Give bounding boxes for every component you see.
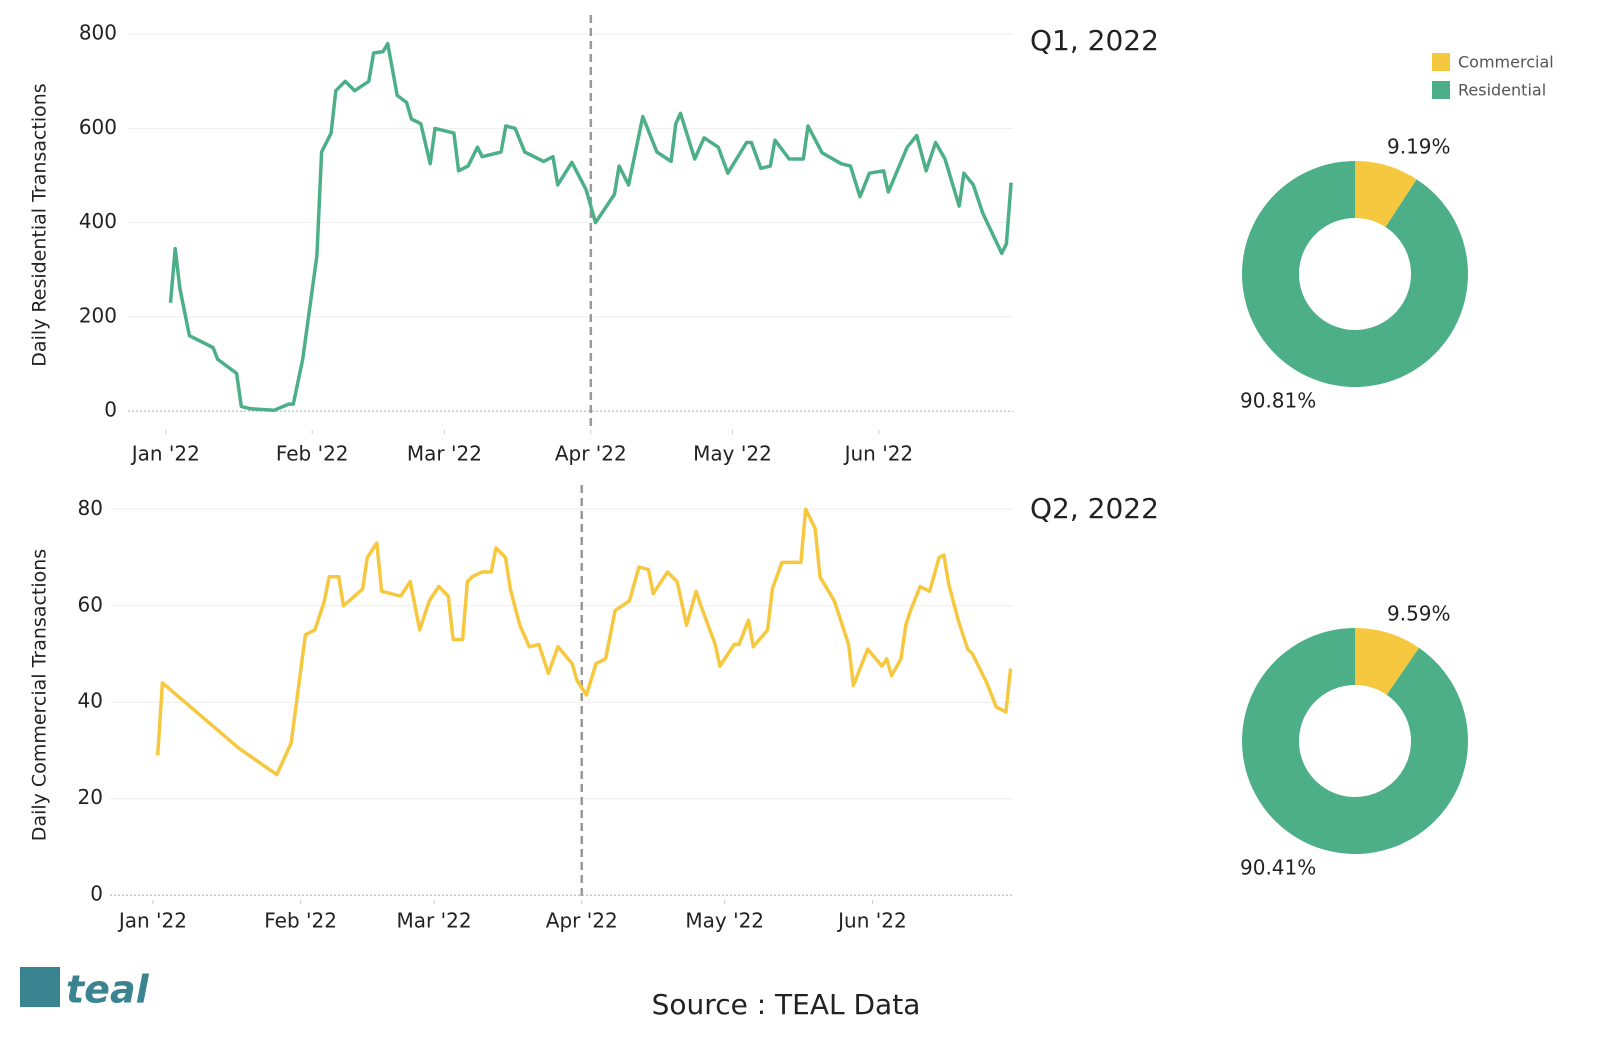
- y-tick-label: 40: [78, 689, 103, 713]
- pie-slice: [1242, 161, 1468, 388]
- x-tick-label: Feb '22: [276, 442, 349, 466]
- pie-slice: [1355, 161, 1417, 228]
- y-axis-title: Daily Commercial Transactions: [29, 549, 51, 841]
- pie-slice: [1355, 628, 1420, 695]
- x-tick-label: Mar '22: [397, 909, 472, 933]
- logo-mark: [20, 967, 60, 1007]
- legend-label: Residential: [1458, 81, 1546, 100]
- legend-label: Commercial: [1458, 53, 1554, 72]
- y-tick-label: 80: [78, 496, 103, 520]
- y-tick-label: 0: [104, 398, 117, 422]
- y-tick-label: 400: [79, 209, 117, 233]
- legend-swatch: [1432, 53, 1450, 71]
- line: [168, 41, 1013, 412]
- y-tick-label: 60: [78, 592, 103, 616]
- x-tick-label: Apr '22: [546, 909, 618, 933]
- pie-title: Q2, 2022: [1030, 492, 1159, 525]
- data-label: 9.59%: [1387, 602, 1451, 626]
- pie-slice: [1242, 628, 1469, 854]
- x-tick-label: Jun '22: [843, 442, 914, 466]
- logo: teal: [66, 968, 150, 1012]
- legend-swatch: [1432, 81, 1450, 99]
- x-tick-label: May '22: [685, 909, 764, 933]
- data-label: 9.19%: [1387, 135, 1451, 159]
- x-tick-label: May '22: [693, 442, 772, 466]
- x-tick-label: Mar '22: [407, 442, 482, 466]
- y-tick-label: 800: [79, 21, 117, 45]
- y-tick-label: 20: [78, 785, 103, 809]
- x-tick-label: Jan '22: [117, 909, 187, 933]
- source: Source : TEAL Data: [652, 988, 921, 1021]
- line: [155, 507, 1013, 777]
- pie-title: Q1, 2022: [1030, 24, 1159, 57]
- x-tick-label: Apr '22: [555, 442, 627, 466]
- x-tick-label: Jan '22: [130, 442, 200, 466]
- data-label: 90.81%: [1240, 389, 1316, 413]
- data-label: 90.41%: [1240, 856, 1316, 880]
- y-axis-title: Daily Residential Transactions: [29, 83, 51, 366]
- y-tick-label: 200: [79, 303, 117, 327]
- y-tick-label: 0: [90, 882, 103, 906]
- x-tick-label: Jun '22: [836, 909, 907, 933]
- y-tick-label: 600: [79, 115, 117, 139]
- x-tick-label: Feb '22: [264, 909, 337, 933]
